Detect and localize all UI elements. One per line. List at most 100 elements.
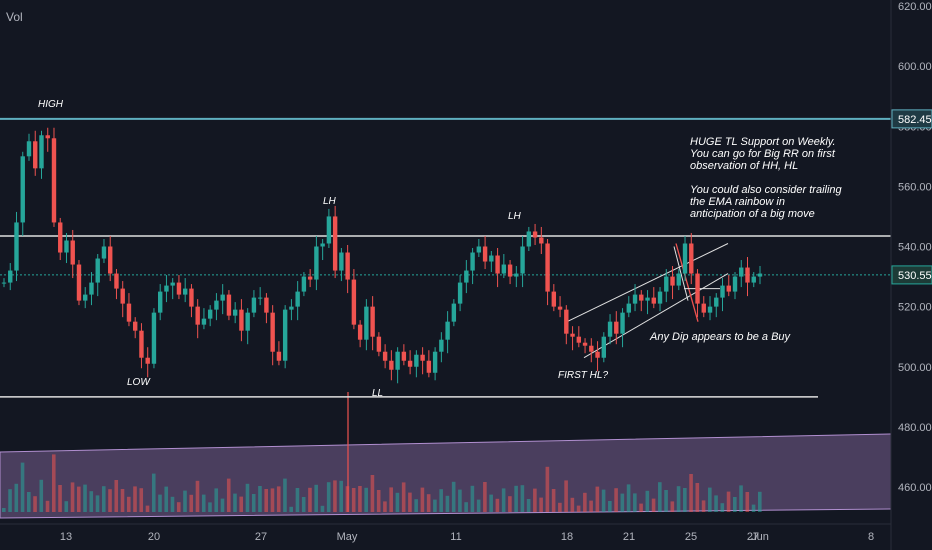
- candle: [382, 351, 388, 361]
- candle: [295, 291, 300, 307]
- volume-spike: [347, 392, 349, 512]
- candle: [389, 360, 394, 370]
- y-tick-label: 500.00: [898, 362, 932, 374]
- candle: [189, 288, 194, 307]
- candle: [457, 282, 463, 304]
- volume-bar: [683, 488, 687, 512]
- candle: [1, 282, 7, 284]
- volume-bar: [533, 488, 537, 512]
- candle: [426, 360, 432, 373]
- volume-bar: [183, 490, 187, 512]
- x-tick-label: 21: [623, 531, 635, 543]
- volume-bar: [264, 489, 269, 512]
- volume-bar: [676, 486, 681, 512]
- volume-bar: [483, 482, 487, 512]
- x-tick-label: Jun: [751, 531, 769, 543]
- candle: [451, 303, 457, 322]
- volume-bar: [695, 483, 700, 512]
- volume-bar: [383, 501, 387, 512]
- candle: [89, 282, 94, 295]
- swing-label: HIGH: [38, 99, 64, 110]
- candle: [495, 255, 500, 274]
- volume-bar: [320, 505, 325, 512]
- y-axis: 460.00480.00500.00520.00540.00560.00580.…: [898, 1, 932, 494]
- candle: [464, 270, 469, 283]
- candle: [514, 273, 519, 277]
- candle: [720, 285, 725, 298]
- volume-bar: [670, 501, 675, 512]
- candle: [220, 294, 225, 301]
- candle: [182, 288, 188, 295]
- price-marker-label: 582.45: [898, 114, 932, 126]
- candle: [570, 333, 575, 337]
- volume-bar: [158, 494, 162, 512]
- candle: [239, 309, 244, 331]
- volume-bar: [514, 485, 518, 512]
- volume-bar: [39, 479, 44, 512]
- candle: [301, 276, 307, 292]
- volume-bar: [420, 487, 425, 512]
- volume-bar: [208, 502, 212, 512]
- candle: [401, 351, 407, 361]
- volume-bar: [351, 488, 356, 512]
- volume-bar: [664, 490, 668, 512]
- price-marker-label: 530.55: [898, 270, 932, 282]
- candle: [176, 282, 182, 295]
- volume-bar: [126, 496, 131, 512]
- candles[interactable]: [1, 127, 763, 384]
- volume-bar: [701, 500, 706, 512]
- volume-bar: [270, 488, 275, 512]
- volume-bar: [14, 483, 19, 512]
- candle: [51, 138, 57, 223]
- candle: [226, 294, 232, 316]
- volume-bar: [551, 489, 556, 512]
- volume-bar: [76, 486, 81, 512]
- volume-bar: [639, 503, 643, 512]
- horizontal-levels: [0, 117, 891, 398]
- swing-label: LH: [508, 211, 522, 222]
- swing-label: LL: [372, 388, 383, 399]
- volume-bar: [401, 482, 406, 512]
- volume-bar: [739, 485, 743, 512]
- volume-bars: [2, 392, 762, 512]
- candle: [564, 309, 569, 334]
- x-tick-label: May: [337, 531, 358, 543]
- candle: [476, 246, 482, 253]
- candle: [551, 291, 557, 307]
- channel: [566, 243, 729, 359]
- candle: [732, 276, 738, 292]
- candle: [701, 303, 706, 313]
- volume-bar: [626, 484, 631, 512]
- candle: [626, 303, 631, 313]
- candle: [332, 216, 338, 271]
- candle: [376, 336, 382, 352]
- volume-bar: [164, 486, 169, 512]
- volume-bar: [658, 482, 662, 512]
- candle: [707, 306, 713, 313]
- candle: [170, 282, 175, 286]
- volume-bar: [508, 496, 512, 512]
- volume-bar: [101, 486, 106, 512]
- volume-bar: [114, 480, 119, 512]
- volume-bar: [89, 491, 94, 512]
- candle: [695, 273, 700, 304]
- volume-bar: [133, 486, 137, 512]
- volume-bar: [601, 489, 606, 512]
- candle: [682, 243, 688, 274]
- volume-bar: [83, 484, 87, 512]
- volume-bar: [220, 498, 225, 512]
- volume-bar: [376, 490, 381, 512]
- volume-bar: [464, 502, 468, 512]
- channel-upper: [566, 243, 729, 323]
- y-tick-label: 540.00: [898, 242, 932, 254]
- volume-bar: [195, 480, 200, 512]
- candle: [632, 294, 638, 304]
- candle: [108, 246, 113, 274]
- x-tick-label: 8: [868, 531, 874, 543]
- volume-bar: [108, 489, 112, 512]
- volume-bar: [395, 492, 400, 512]
- candle: [276, 351, 282, 361]
- volume-bar: [714, 495, 718, 512]
- volume-bar: [239, 496, 244, 512]
